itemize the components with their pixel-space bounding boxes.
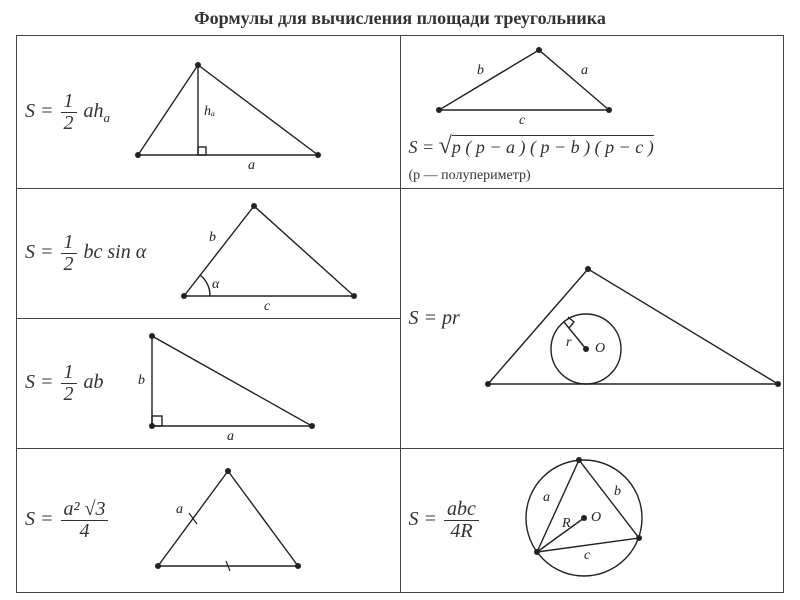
svg-text:r: r [566, 335, 572, 350]
diagram-right-triangle: a b [112, 326, 332, 441]
svg-text:b: b [614, 484, 621, 499]
cell-sides-angle: S = 12 bc sin α b c α [17, 189, 401, 319]
svg-text:b: b [209, 230, 216, 245]
svg-text:b: b [477, 63, 484, 78]
formula-inradius: S = pr [409, 307, 460, 330]
diagram-sides-angle: b c α [154, 196, 374, 311]
formula-circumradius: S = abc4R [409, 499, 481, 542]
svg-text:a: a [248, 158, 255, 173]
formula-sides-angle: S = 12 bc sin α [25, 232, 146, 275]
formula-table: S = 12 aha a hₐ b a c S = √p ( p − a [16, 35, 784, 593]
cell-base-height: S = 12 aha a hₐ [17, 36, 401, 189]
svg-text:c: c [519, 113, 526, 128]
svg-text:a: a [176, 502, 183, 517]
cell-right-triangle: S = 12 ab a b [17, 319, 401, 449]
formula-base-height: S = 12 aha [25, 91, 110, 134]
svg-text:c: c [264, 299, 271, 314]
heron-note: (p — полупериметр) [409, 168, 531, 184]
cell-inradius: S = pr O r [400, 189, 784, 449]
svg-text:b: b [138, 373, 145, 388]
svg-text:a: a [227, 429, 234, 444]
diagram-heron: b a c [409, 40, 639, 125]
svg-text:O: O [591, 510, 601, 525]
formula-heron: S = √p ( p − a ) ( p − b ) ( p − c ) [409, 133, 654, 160]
formula-equilateral: S = a² √34 [25, 499, 110, 542]
diagram-equilateral: a [118, 461, 328, 581]
svg-text:a: a [581, 63, 588, 78]
svg-text:O: O [595, 341, 605, 356]
svg-text:c: c [584, 548, 591, 563]
diagram-inradius: O r [468, 234, 788, 404]
svg-text:hₐ: hₐ [204, 104, 215, 119]
formula-right-triangle: S = 12 ab [25, 362, 104, 405]
cell-equilateral: S = a² √34 a [17, 449, 401, 593]
cell-circumradius: S = abc4R a b c R O [400, 449, 784, 593]
svg-text:α: α [212, 277, 220, 292]
cell-heron: b a c S = √p ( p − a ) ( p − b ) ( p − c… [400, 36, 784, 189]
diagram-circumradius: a b c R O [489, 453, 689, 588]
diagram-base-height: a hₐ [118, 55, 338, 170]
svg-text:R: R [561, 516, 571, 531]
page-title: Формулы для вычисления площади треугольн… [16, 8, 784, 29]
svg-text:a: a [543, 490, 550, 505]
